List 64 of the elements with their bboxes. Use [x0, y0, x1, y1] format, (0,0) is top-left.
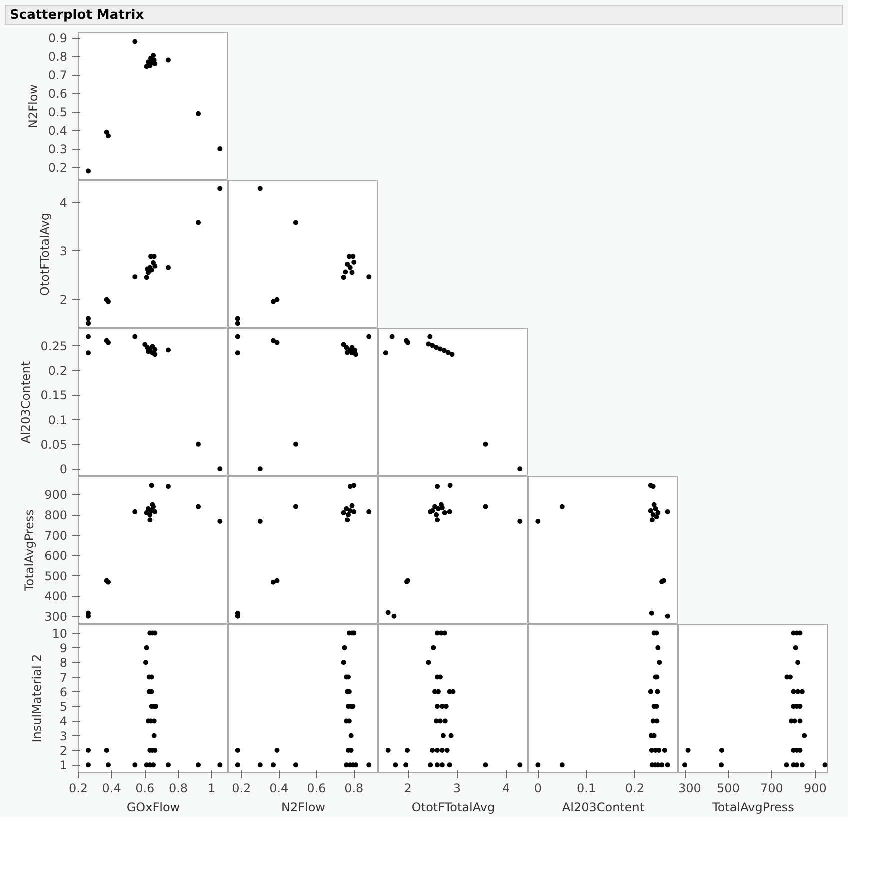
x-tick-label: 0.6	[307, 782, 326, 796]
x-tick-label: 0.8	[344, 782, 364, 796]
y-tick-label: 900	[44, 488, 68, 502]
y-tick-label: 0.4	[48, 124, 68, 138]
x-tick-label: 300	[678, 782, 702, 796]
y-tick-label: 600	[44, 549, 68, 564]
y-tick-label: 3	[60, 729, 68, 744]
y-tick-label: 0.05	[40, 438, 68, 452]
x-tick-label: 0.4	[270, 782, 289, 796]
y-tick-label: 4	[60, 196, 68, 210]
y-tick-label: 0	[60, 462, 68, 477]
y-axis-title: InsulMaterial 2	[30, 654, 44, 743]
y-tick-label: 0.7	[48, 68, 68, 83]
y-axis-title: OtotFTotalAvg	[38, 212, 52, 296]
x-axis-title: OtotFTotalAvg	[412, 800, 496, 814]
y-tick-label: 800	[44, 508, 68, 523]
y-tick-label: 0.6	[48, 87, 68, 102]
y-tick-label: 0.9	[48, 32, 68, 46]
x-tick-label: 700	[760, 782, 784, 796]
y-axis-title: TotalAvgPress	[22, 510, 37, 592]
x-tick-label: 0.4	[102, 782, 122, 796]
y-tick-label: 2	[60, 292, 68, 307]
y-tick-label: 5	[60, 700, 68, 714]
y-tick-label: 6	[60, 685, 68, 700]
y-tick-label: 0.2	[48, 364, 68, 378]
x-tick-label: 0.2	[68, 782, 88, 796]
y-tick-label: 0.5	[48, 106, 68, 120]
x-tick-label: 900	[804, 782, 827, 796]
x-axis-title: TotalAvgPress	[712, 800, 794, 814]
x-tick-label: 0.6	[136, 782, 155, 796]
x-tick-label: 0.8	[168, 782, 188, 796]
y-tick-label: 7	[60, 670, 68, 685]
x-tick-label: 3	[453, 782, 462, 796]
x-tick-label: 1	[208, 782, 216, 796]
x-tick-label: 2	[404, 782, 412, 796]
x-tick-label: 0	[534, 782, 542, 796]
x-axis-title: N2Flow	[282, 800, 326, 814]
y-tick-label: 0.1	[48, 413, 68, 428]
y-tick-label: 0.15	[40, 388, 68, 403]
y-tick-label: 3	[60, 244, 68, 258]
y-tick-label: 400	[44, 590, 68, 604]
y-tick-label: 1	[60, 758, 68, 773]
y-tick-label: 4	[60, 714, 68, 729]
y-tick-label: 10	[52, 626, 68, 641]
y-tick-label: 0.3	[48, 142, 68, 157]
x-axis-title: Al203Content	[562, 800, 645, 814]
chart-title: Scatterplot Matrix	[10, 7, 144, 25]
x-axis-title: GOxFlow	[126, 800, 180, 814]
x-tick-label: 0.2	[232, 782, 252, 796]
y-tick-label: 0.2	[48, 161, 68, 176]
y-tick-label: 0.8	[48, 50, 68, 64]
y-tick-label: 9	[60, 641, 68, 656]
y-axis-title: N2Flow	[26, 84, 40, 128]
y-tick-label: 300	[44, 610, 68, 624]
y-axis-title: Al203Content	[18, 361, 33, 444]
x-tick-label: 500	[717, 782, 740, 796]
y-tick-label: 2	[60, 744, 68, 758]
y-tick-label: 700	[44, 528, 68, 543]
y-tick-label: 0.25	[40, 339, 68, 354]
x-tick-label: 0.2	[625, 782, 645, 796]
x-tick-label: 0.1	[577, 782, 596, 796]
y-tick-label: 500	[44, 569, 68, 584]
x-tick-label: 4	[502, 782, 510, 796]
y-tick-label: 8	[60, 656, 68, 670]
